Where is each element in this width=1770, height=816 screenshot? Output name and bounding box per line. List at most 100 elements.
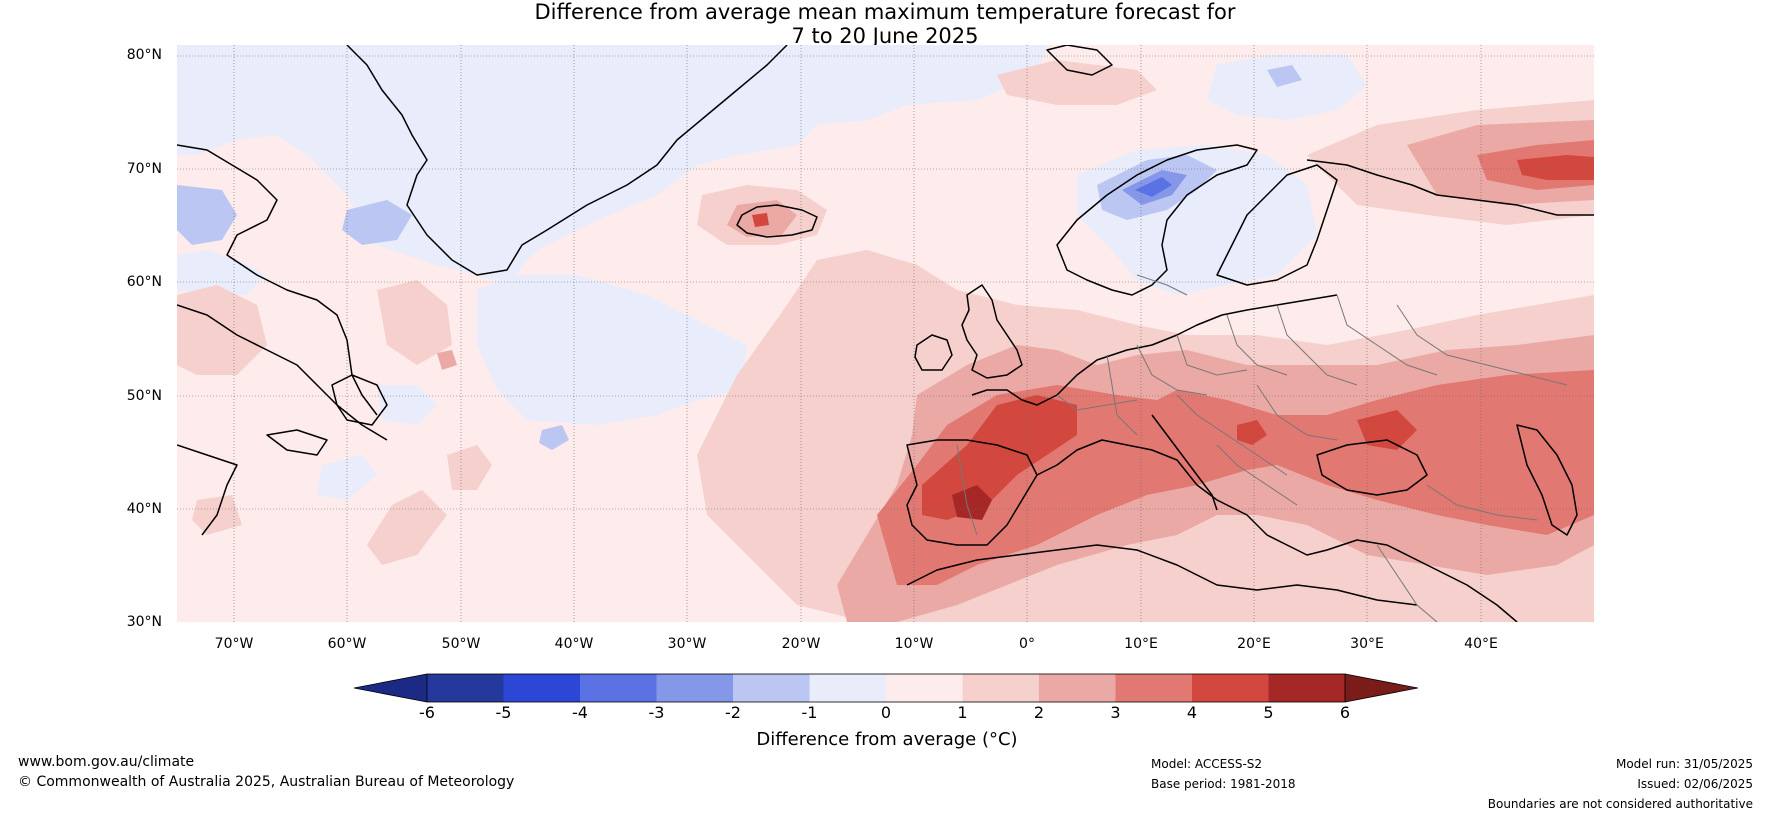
lon-label-60w: 60°W [327, 636, 367, 652]
colorbar-tick-label: -4 [572, 703, 588, 722]
colorbar-tick-label: -2 [725, 703, 741, 722]
footer-base-period: Base period: 1981-2018 [1151, 777, 1296, 791]
coast-greenland [346, 45, 788, 276]
colorbar-tick-label: 3 [1110, 703, 1121, 722]
anomaly-cool-scandinavia-4 [1135, 177, 1172, 197]
colorbar-segment [1192, 674, 1269, 702]
coast-iberia [906, 439, 1038, 546]
anomaly-cool-blob-2 [177, 185, 237, 245]
anomaly-warm-1-west-4 [447, 445, 492, 490]
coast-finland [1216, 164, 1338, 286]
lon-label-30e: 30°E [1350, 636, 1384, 652]
anomaly-cool-blob-4 [1267, 65, 1302, 87]
footer-url[interactable]: www.bom.gov.au/climate [18, 754, 195, 770]
lat-label-50n: 50°N [126, 388, 162, 404]
lat-label-70n: 70°N [126, 161, 162, 177]
anomaly-cool-labrador [177, 250, 267, 295]
lon-label-50w: 50°W [441, 636, 481, 652]
coast-north-africa [906, 544, 1418, 606]
country-borders [956, 274, 1568, 622]
lat-label-40n: 40°N [126, 501, 162, 517]
coast-britain [961, 284, 1023, 379]
colorbar-segment [427, 674, 504, 702]
lon-label-0: 0° [1019, 636, 1035, 652]
lon-label-40e: 40°E [1464, 636, 1498, 652]
lon-label-20w: 20°W [781, 636, 821, 652]
lon-label-70w: 70°W [214, 636, 254, 652]
colorbar-title: Difference from average (°C) [756, 729, 1018, 750]
colorbar-tick-label: 6 [1339, 703, 1351, 722]
lon-label-20e: 20°E [1237, 636, 1271, 652]
colorbar-segment [656, 674, 734, 702]
colorbar-segment [962, 674, 1040, 702]
colorbar-tick-label: -1 [801, 703, 818, 722]
colorbar-segment [1115, 674, 1193, 702]
colorbar-segment [580, 674, 657, 702]
anomaly-warm-4-iberia [922, 395, 1077, 520]
coast-iceland [736, 204, 818, 238]
title-line-2: 7 to 20 June 2025 [791, 24, 979, 48]
anomaly-cool-newfoundland [377, 385, 437, 425]
coast-us-east [177, 444, 238, 536]
anomaly-cool-blob-3 [539, 425, 569, 450]
anomaly-warm-1-west-2 [377, 280, 452, 365]
colorbar [353, 673, 1419, 707]
colorbar-tick-label: 2 [1033, 703, 1045, 722]
colorbar-under-outline [353, 673, 428, 703]
anomaly-warm-4-ukraine [1357, 410, 1417, 450]
anomaly-warm-4-iceland [752, 213, 769, 227]
colorbar-tick-label: -5 [495, 703, 512, 722]
map-svg [177, 45, 1594, 622]
colorbar-tick-label: -6 [419, 703, 435, 722]
anomaly-warm-4-ne [1517, 155, 1594, 180]
coast-mediterranean [1036, 439, 1518, 622]
colorbar-segments [427, 674, 1346, 702]
colorbar-segment [809, 674, 887, 702]
footer-copyright: © Commonwealth of Australia 2025, Austra… [18, 774, 515, 790]
anomaly-warm-1-barents [997, 60, 1157, 105]
colorbar-under-triangle [354, 674, 427, 702]
colorbar-tick-label: 4 [1186, 703, 1198, 722]
lat-label-60n: 60°N [126, 274, 162, 290]
footer-disclaimer: Boundaries are not considered authoritat… [1487, 797, 1753, 811]
lon-label-30w: 30°W [667, 636, 707, 652]
colorbar-tick-label: 0 [880, 703, 892, 722]
colorbar-tick-label: 1 [957, 703, 968, 722]
lat-label-80n: 80°N [126, 47, 162, 63]
map-title: Difference from average mean maximum tem… [0, 0, 1770, 48]
colorbar-segment [1039, 674, 1116, 702]
coast-svalbard [1046, 45, 1113, 76]
anomaly-warm-2-dot [437, 350, 457, 370]
coast-italy [1151, 414, 1218, 511]
coast-black-sea [1316, 439, 1428, 496]
colorbar-svg [353, 673, 1419, 703]
colorbar-segment [886, 674, 963, 702]
anomaly-cool-blob-1 [342, 200, 412, 245]
anomaly-warm-4-hungary [1237, 420, 1267, 445]
colorbar-tick-label: -3 [648, 703, 665, 722]
coast-newfoundland [331, 374, 388, 426]
lon-label-10w: 10°W [894, 636, 934, 652]
colorbar-segment [503, 674, 581, 702]
anomaly-cool-arctic-east [1207, 55, 1367, 120]
coastlines [177, 45, 1594, 622]
anomaly-warm-1-west-1 [177, 285, 267, 375]
coast-caspian [1516, 424, 1578, 536]
footer-issued: Issued: 02/06/2025 [1637, 777, 1753, 791]
colorbar-tick-label: 5 [1263, 703, 1274, 722]
lon-label-40w: 40°W [554, 636, 594, 652]
anomaly-warm-5-spain [952, 485, 992, 520]
lat-label-30n: 30°N [126, 614, 162, 630]
lon-label-10e: 10°E [1124, 636, 1158, 652]
title-line-1: Difference from average mean maximum tem… [534, 0, 1236, 24]
colorbar-frame [426, 673, 1346, 703]
colorbar-over-triangle [1345, 674, 1418, 702]
coast-europe-mainland [971, 294, 1338, 406]
coast-norway-sweden [1056, 144, 1258, 296]
coast-labrador [177, 304, 388, 441]
coast-ireland [914, 334, 953, 371]
footer-model: Model: ACCESS-S2 [1151, 757, 1263, 771]
colorbar-segment [733, 674, 810, 702]
temperature-anomaly-map [177, 45, 1594, 622]
coast-canada-arctic [177, 144, 378, 416]
